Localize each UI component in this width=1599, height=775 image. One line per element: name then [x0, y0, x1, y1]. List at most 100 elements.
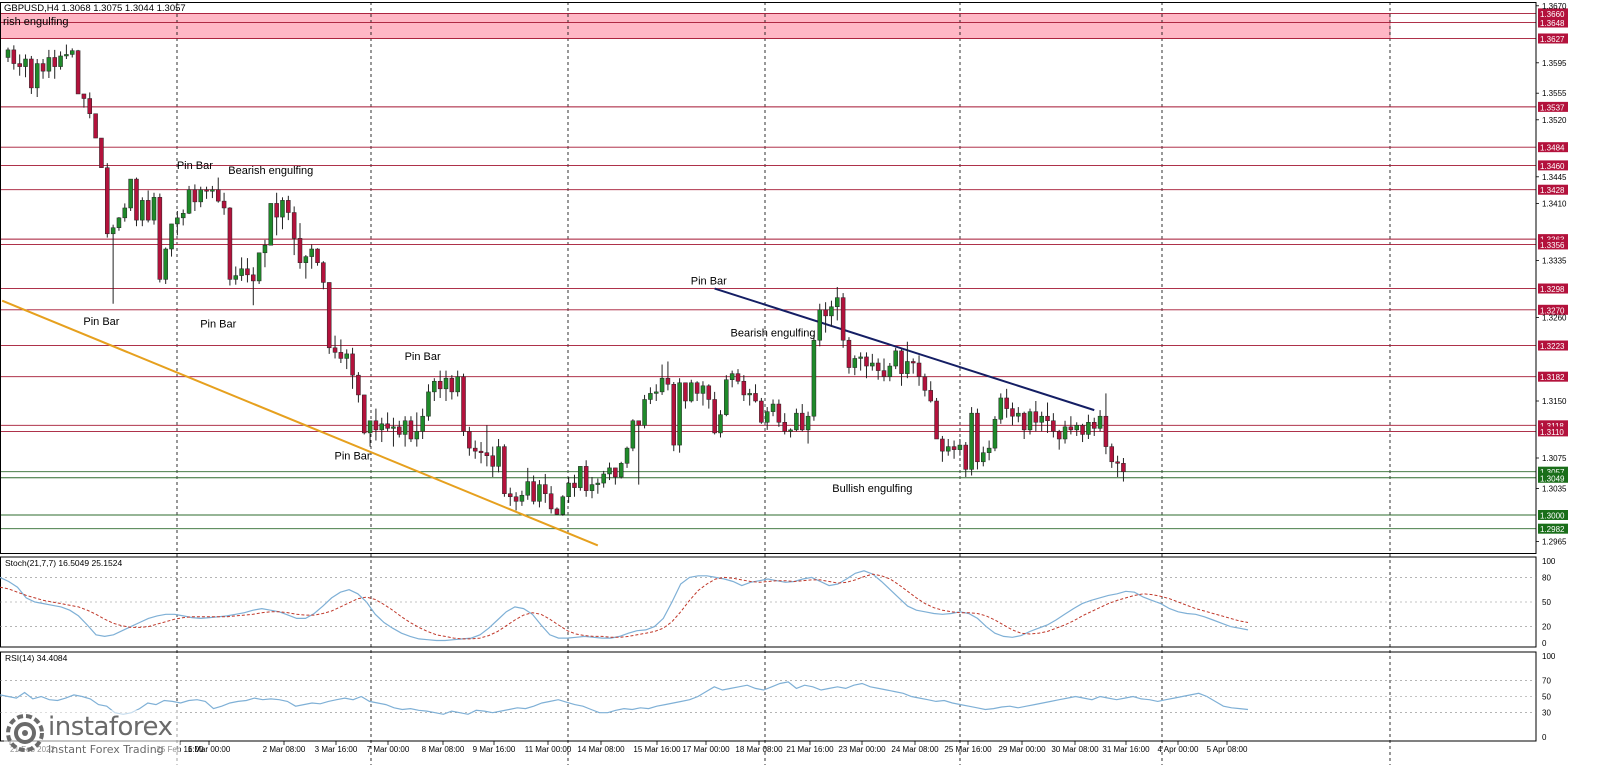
- candle-163: [957, 439, 963, 456]
- candle-70: [414, 412, 420, 447]
- candle-body-85: [502, 446, 507, 494]
- candle-74: [437, 370, 443, 398]
- candle-123: [724, 375, 729, 417]
- stoch-tick-3: 20: [1542, 623, 1551, 632]
- candle-14: [87, 92, 93, 119]
- candle-body-37: [221, 200, 227, 209]
- candle-body-45: [268, 203, 274, 246]
- x-tick-label-18: 30 Mar 08:00: [1051, 745, 1099, 754]
- candle-147: [864, 352, 869, 379]
- candle-body-96: [566, 482, 571, 498]
- candle-18: [110, 224, 116, 304]
- candle-body-164: [963, 444, 969, 470]
- candle-body-173: [1016, 412, 1021, 417]
- candle-144: [846, 337, 852, 374]
- candle-101: [595, 478, 601, 494]
- candle-body-158: [928, 390, 933, 402]
- x-tick-label-11: 17 Mar 00:00: [682, 745, 730, 754]
- candle-body-92: [543, 484, 548, 494]
- candle-body-160: [940, 438, 945, 452]
- candle-31: [186, 185, 192, 215]
- candle-body-116: [683, 382, 688, 402]
- candle-body-86: [507, 493, 513, 498]
- candle-body-95: [560, 496, 566, 515]
- candle-155: [910, 358, 916, 374]
- candle-96: [566, 477, 571, 503]
- candle-59: [350, 347, 355, 389]
- candle-body-19: [116, 217, 122, 228]
- candle-body-10: [64, 54, 69, 57]
- candle-body-88: [519, 494, 525, 502]
- annotation-3: Pin Bar: [200, 318, 236, 330]
- candle-173: [1016, 407, 1021, 423]
- candle-91: [537, 480, 542, 508]
- candle-169: [992, 416, 998, 452]
- candle-body-71: [420, 415, 425, 432]
- candle-143: [840, 293, 846, 348]
- candle-body-156: [916, 362, 922, 377]
- candle-5: [34, 59, 40, 97]
- level-tag-11: [1538, 340, 1568, 351]
- candle-20: [122, 203, 128, 222]
- candle-73: [432, 378, 437, 401]
- candle-body-43: [256, 252, 262, 282]
- candle-body-132: [776, 403, 782, 423]
- level-tag-4: [1538, 142, 1568, 153]
- level-tag-text-9: 1.3298: [1540, 285, 1565, 294]
- level-tag-2: [1538, 33, 1568, 44]
- candle-119: [700, 381, 706, 406]
- candle-129: [759, 397, 764, 424]
- candle-body-112: [659, 377, 665, 393]
- brand-name: instaforex: [48, 712, 173, 742]
- candle-body-177: [1039, 415, 1044, 423]
- candle-body-170: [998, 397, 1004, 420]
- candle-98: [578, 466, 583, 491]
- level-tag-text-10: 1.3270: [1540, 306, 1565, 315]
- candle-body-168: [986, 447, 992, 453]
- candle-body-55: [326, 282, 332, 349]
- candle-body-124: [729, 373, 735, 380]
- candle-158: [928, 381, 933, 403]
- candle-body-139: [817, 309, 823, 341]
- candle-159: [934, 397, 939, 440]
- candle-body-33: [198, 189, 203, 203]
- candle-76: [449, 375, 455, 400]
- candle-10: [64, 44, 69, 59]
- candle-154: [905, 341, 910, 379]
- candle-body-53: [315, 248, 320, 263]
- candle-39: [233, 266, 239, 285]
- x-tick-label-20: 4 Apr 00:00: [1158, 745, 1199, 754]
- rsi-tick-4: 0: [1542, 733, 1547, 742]
- y-tick-label-5: 1.3410: [1542, 199, 1567, 208]
- candle-body-83: [490, 455, 495, 467]
- candle-body-58: [344, 353, 349, 359]
- candle-165: [969, 407, 974, 476]
- candle-83: [490, 446, 495, 477]
- candle-body-185: [1086, 422, 1091, 435]
- candle-body-75: [443, 377, 449, 390]
- candle-body-138: [811, 339, 817, 417]
- y-tick-label-11: 1.2965: [1542, 538, 1567, 547]
- candle-164: [963, 442, 969, 477]
- candle-body-114: [671, 384, 677, 446]
- level-tag-text-0: 1.3660: [1540, 10, 1565, 19]
- candle-body-98: [578, 466, 583, 488]
- stoch-tick-0: 100: [1542, 557, 1556, 566]
- candle-body-148: [870, 362, 875, 367]
- candle-body-5: [34, 63, 40, 89]
- candle-142: [835, 287, 840, 321]
- candle-body-171: [1004, 397, 1009, 409]
- level-tag-text-5: 1.3460: [1540, 162, 1565, 171]
- annotation-8: Bullish engulfing: [832, 483, 912, 495]
- candle-body-11: [69, 50, 75, 55]
- stoch-tick-1: 80: [1542, 573, 1551, 582]
- x-tick-label-1: 25 Feb 16:00: [156, 745, 204, 754]
- candle-71: [420, 408, 425, 439]
- candle-body-130: [764, 411, 770, 423]
- candle-176: [1033, 401, 1039, 432]
- candle-28: [169, 223, 174, 257]
- level-tag-text-16: 1.3049: [1540, 474, 1565, 483]
- candle-body-174: [1021, 412, 1027, 431]
